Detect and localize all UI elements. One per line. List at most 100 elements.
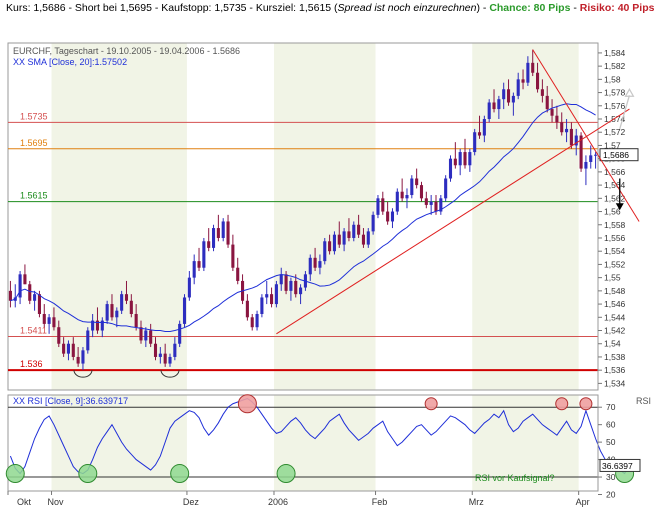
- candle-body: [182, 297, 187, 324]
- headline-risk: Risiko: 40 Pips: [579, 2, 655, 14]
- projected-arrow-shaft: [619, 95, 631, 130]
- candle-body: [337, 234, 341, 245]
- y-tick-label: 1,558: [604, 220, 626, 230]
- headline-spread-note: Spread ist noch einzurechnen: [337, 2, 477, 14]
- candle-body: [139, 327, 143, 341]
- rsi-line: [9, 397, 630, 475]
- rsi-panel-tag: RSI: [636, 396, 651, 406]
- rsi-oversold-circle: [170, 464, 190, 484]
- candle-body: [207, 241, 211, 248]
- candle-body: [197, 261, 201, 268]
- price-levels: 1.5735 1.5695 1.5615 1.5411 1.536: [8, 111, 598, 372]
- rsi-overbought-circle: [579, 397, 593, 411]
- level-label: 1.5695: [20, 138, 48, 148]
- candle-body: [511, 95, 515, 103]
- candle-body: [255, 313, 259, 328]
- x-tick-label: Mrz: [469, 497, 484, 507]
- candle-body: [328, 241, 332, 252]
- candle-body: [410, 178, 414, 196]
- candle-body: [439, 198, 443, 212]
- candle-body: [274, 284, 278, 305]
- candle-body: [23, 274, 27, 285]
- candle-body: [458, 152, 462, 166]
- candle-body: [419, 185, 424, 199]
- candle-body: [405, 195, 409, 199]
- candle-body: [66, 343, 70, 354]
- candle-body: [487, 102, 491, 120]
- candle-body: [163, 353, 167, 364]
- rsi-axis-ticks: 70605040302036.6397: [597, 395, 641, 499]
- candle-body: [158, 353, 162, 357]
- y-tick-label: 1,54: [604, 339, 621, 349]
- candle-body: [357, 224, 361, 235]
- candle-body: [71, 343, 75, 357]
- candle-body: [110, 304, 114, 318]
- x-tick-label: Feb: [372, 497, 388, 507]
- candle-body: [95, 320, 100, 331]
- candle-body: [62, 343, 66, 354]
- projected-arrow-head: [624, 88, 635, 97]
- y-tick-label: 1,58: [604, 74, 621, 84]
- y-tick-label: 1,566: [604, 167, 626, 177]
- candle-body: [18, 274, 22, 298]
- candle-body: [153, 343, 158, 357]
- candle-body: [536, 72, 540, 90]
- month-bands: [51, 43, 579, 491]
- candle-body: [120, 294, 124, 311]
- rsi-title: XX RSI [Close, 9]:36.639717: [13, 396, 128, 406]
- rsi-reference-lines: [8, 406, 598, 478]
- candle-body: [8, 290, 12, 301]
- candlesticks: [8, 49, 598, 371]
- rsi-overbought-circle: [237, 394, 257, 414]
- candle-body: [506, 89, 511, 103]
- candle-body: [453, 158, 457, 166]
- candle-body: [574, 135, 578, 146]
- candle-body: [381, 198, 385, 212]
- y-tick-label: 1,552: [604, 259, 626, 269]
- candle-body: [221, 221, 225, 238]
- month-band: [472, 43, 579, 390]
- candle-body: [531, 62, 535, 73]
- rsi-last-box: [599, 458, 641, 472]
- candle-body: [386, 211, 390, 222]
- candle-body: [323, 241, 327, 262]
- rsi-overbought-circle: [424, 397, 438, 411]
- y-tick-label: 1,578: [604, 88, 626, 98]
- candle-body: [579, 135, 583, 169]
- x-tick-label: Nov: [48, 497, 65, 507]
- candle-body: [231, 244, 235, 268]
- y-tick-label: 1,582: [604, 61, 626, 71]
- candle-body: [289, 280, 293, 291]
- candle-body: [149, 330, 153, 344]
- last-price-box: [599, 148, 639, 162]
- candle-body: [236, 267, 240, 281]
- sma-20-line: [10, 103, 596, 333]
- candle-body: [429, 201, 433, 205]
- y-tick-label: 1,562: [604, 193, 626, 203]
- candle-body: [211, 228, 216, 248]
- candle-body: [555, 115, 559, 123]
- trend-line: [532, 49, 640, 222]
- candle-body: [129, 300, 133, 314]
- candle-body: [28, 284, 32, 301]
- support-mark: [73, 370, 93, 378]
- rsi-tick-label: 20: [606, 489, 616, 499]
- chart-title: EURCHF, Tageschart - 19.10.2005 - 19.04.…: [13, 46, 240, 56]
- candle-body: [318, 261, 322, 268]
- trend-line: [276, 108, 630, 335]
- candle-body: [124, 294, 129, 301]
- candle-body: [415, 178, 419, 186]
- candle-body: [313, 257, 317, 268]
- y-axis-ticks: 1,5841,5821,581,5781,5761,5741,5721,571,…: [597, 43, 639, 390]
- rsi-last-tag: 36.6397: [602, 461, 633, 471]
- y-tick-label: 1,572: [604, 127, 626, 137]
- candle-body: [352, 224, 356, 238]
- candle-body: [434, 201, 438, 212]
- candle-body: [540, 89, 544, 96]
- candle-body: [347, 231, 351, 238]
- candle-body: [81, 350, 85, 364]
- candle-body: [216, 228, 220, 238]
- candle-body: [265, 294, 269, 298]
- candle-body: [565, 128, 569, 133]
